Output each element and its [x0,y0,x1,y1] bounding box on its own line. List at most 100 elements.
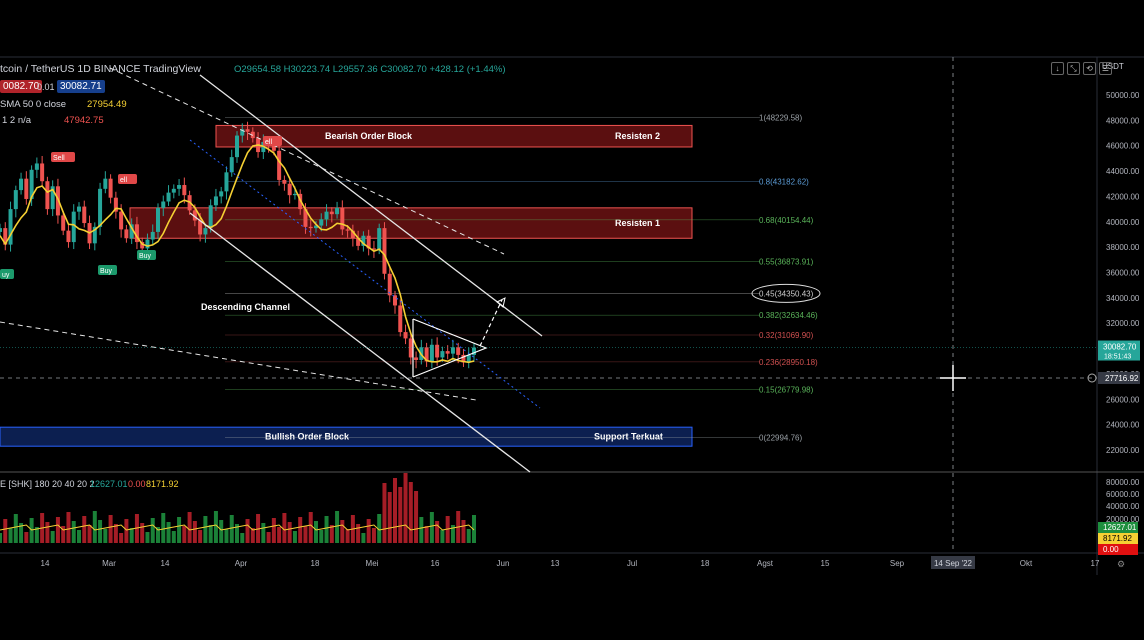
volume-tag [1098,544,1138,555]
x-tick-label: Sep [890,559,905,568]
volume-ma-line [0,524,475,531]
volume-legend-label: E [SHK] 180 20 40 20 2 [0,479,95,489]
volume-bar [208,525,213,543]
volume-bar [50,531,55,543]
x-tick-label: Apr [235,559,248,568]
candle-body [71,211,76,243]
volume-bar [66,512,71,543]
candle-body [414,357,419,360]
volume-bar [19,523,24,543]
y-tick-label: 34000.00 [1106,294,1140,303]
x-tick-label: 14 Sep '22 [934,559,973,568]
volume-bar [329,525,334,543]
indicator2-label: 1 2 n/a [2,115,32,126]
triangle-pattern [412,318,488,378]
candle-body [456,347,461,355]
indicator2-value: 47942.75 [64,115,104,126]
candle-body [319,219,324,226]
candle-body [393,295,397,306]
breakout-projection [479,299,503,347]
signal-text: Sell [53,155,65,162]
volume-bar [429,512,434,543]
candle-body [398,305,403,333]
candle-body [134,224,139,243]
volume-bar [466,529,471,543]
candle-body [435,344,440,358]
zone-label: Bearish Order Block [325,131,413,141]
candle-body [403,332,408,339]
volume-bar [361,533,366,543]
volume-bar [250,528,255,543]
volume-bar [108,515,113,543]
candle-body [461,354,466,363]
candle-body [213,196,218,206]
candle-body [408,338,413,358]
signal-badge-sell [118,174,137,184]
candle-body [45,181,50,210]
candle-body [24,178,29,199]
candle-body [198,220,203,235]
volume-bar [213,511,218,543]
candle-body [140,242,145,249]
candle-body [182,185,187,196]
candle-body [8,209,13,245]
candle-body [292,193,297,196]
bid-price[interactable]: 0082.70 [0,80,43,93]
x-tick-label: 13 [551,559,560,568]
y-tick-label: 44000.00 [1106,167,1140,176]
volume-bar [472,515,476,543]
candle-body [192,210,197,221]
candle-body [61,215,66,231]
menu-icon[interactable]: ☰ [1099,62,1112,75]
volume-bar [119,533,124,543]
zone-right-label: Resisten 1 [615,218,660,228]
candle-body [324,211,329,220]
volume-bar [366,519,371,543]
y-tick-label: 38000.00 [1106,243,1140,252]
x-tick-label: 18 [701,559,710,568]
fullscreen-icon[interactable]: ⤡ [1067,62,1080,75]
volume-bar [450,525,455,543]
x-tick-label: 14 [41,559,50,568]
y-tick-label: 42000.00 [1106,192,1140,201]
volume-bar [0,533,2,543]
add-alert-icon [1087,373,1097,383]
x-tick-label: 18 [311,559,320,568]
candle-body [440,351,445,358]
volume-bar [377,514,382,543]
x-tick-label: Mar [102,559,116,568]
reset-icon[interactable]: ⟲ [1083,62,1096,75]
candle-body [277,150,282,180]
trend-dashed-upper [109,67,505,255]
x-tick-label: Mei [366,559,379,568]
fib-label: 0.15(26779.98) [759,385,814,394]
ask-price[interactable]: 30082.71 [57,80,105,93]
volume-bar [140,523,145,543]
trend-dotted-blue [189,139,541,409]
candle-body [208,205,213,229]
volume-bar [403,473,408,543]
zone-right-label: Resisten 2 [615,131,660,141]
fib-label: 0.55(36873.91) [759,257,814,266]
volume-bar [150,518,155,543]
annotation-label: Descending Channel [201,302,290,312]
volume-bar [324,516,329,543]
sma-legend-value: 27954.49 [87,99,127,110]
download-icon[interactable]: ↓ [1051,62,1064,75]
candle-body [424,347,429,362]
fib-label: 1(48229.58) [759,113,802,122]
volume-bar [198,530,203,543]
volume-bar [192,521,197,543]
order-block-zone [129,207,693,239]
volume-bar [335,511,340,543]
candle-body [156,207,160,232]
candle-body [124,229,129,239]
volume-bar [308,512,313,543]
candle-body [92,226,97,244]
candle-body [366,235,371,249]
x-tick-label: Jun [497,559,510,568]
volume-bar [419,517,424,543]
y-tick-label: 24000.00 [1106,421,1140,430]
candle-body [382,228,387,274]
